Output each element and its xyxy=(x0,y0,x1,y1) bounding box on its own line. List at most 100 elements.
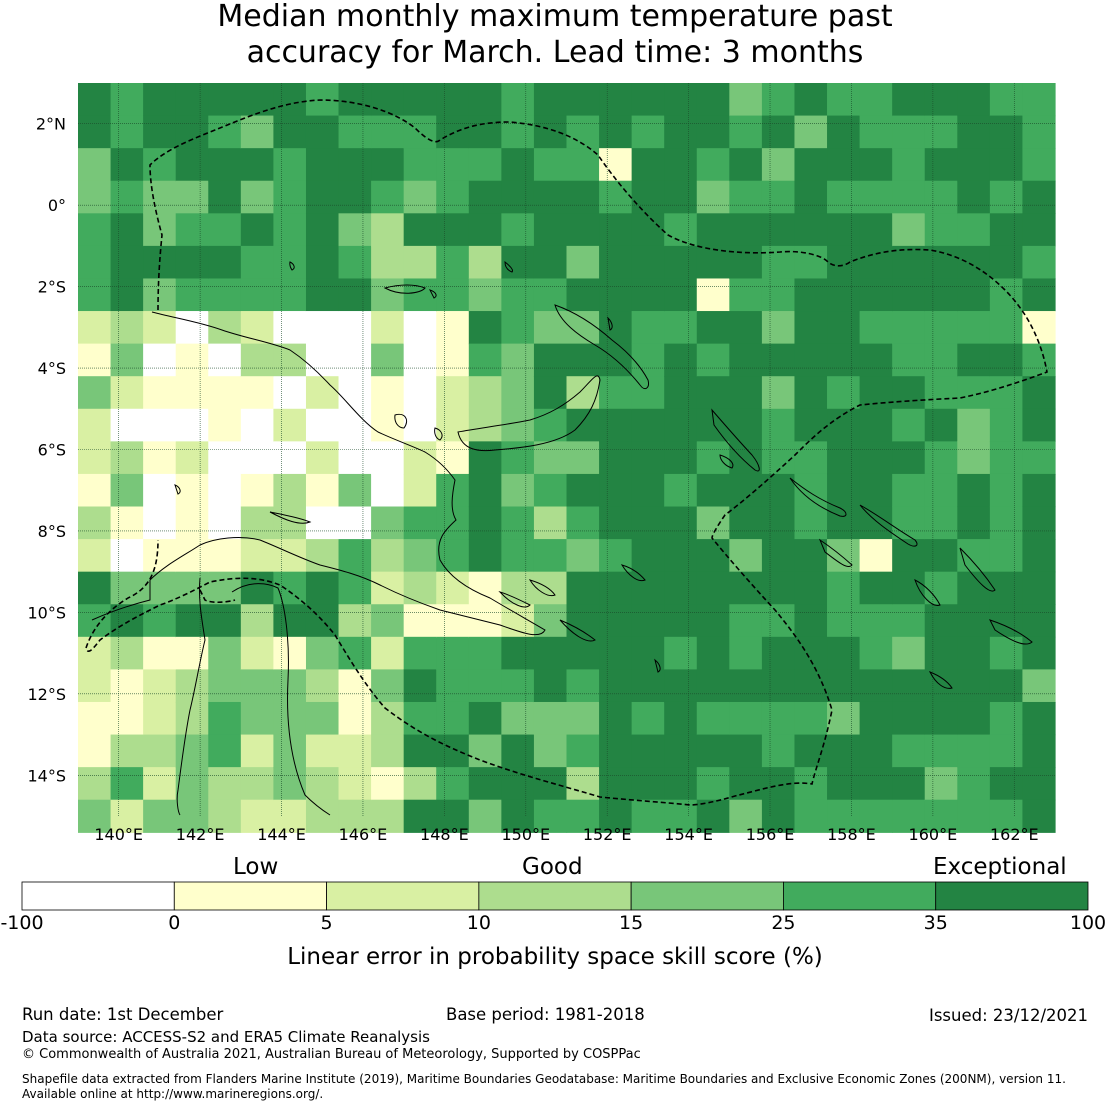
grid-cell xyxy=(892,799,926,833)
grid-cell xyxy=(305,473,340,508)
grid-cell xyxy=(827,213,861,247)
grid-cell xyxy=(143,343,177,377)
colorbar-segment xyxy=(478,881,632,911)
grid-cell xyxy=(696,180,730,214)
grid-cell xyxy=(599,245,633,280)
grid-cell xyxy=(78,799,112,833)
grid-cell xyxy=(631,767,665,801)
grid-cell xyxy=(859,539,893,573)
eez-boundary-aus xyxy=(199,589,236,604)
grid-cell xyxy=(599,636,633,670)
grid-cell xyxy=(696,148,730,182)
grid-cell xyxy=(240,604,274,638)
grid-cell xyxy=(794,245,828,280)
grid-cell xyxy=(696,636,730,670)
grid-cell xyxy=(957,343,991,377)
grid-cell xyxy=(892,343,926,377)
grid-cell xyxy=(892,571,926,605)
grid-cell xyxy=(729,245,763,280)
grid-cell xyxy=(631,571,665,605)
grid-cell xyxy=(924,376,958,410)
grid-cell xyxy=(208,408,242,442)
grid-cell xyxy=(957,669,991,703)
grid-cell xyxy=(827,767,861,801)
grid-cell xyxy=(78,213,112,247)
grid-cell xyxy=(566,604,600,638)
coastline-islets xyxy=(174,413,734,524)
grid-cell xyxy=(892,636,926,670)
grid-cell xyxy=(143,408,177,442)
grid-cell xyxy=(599,604,633,638)
coastline-new-ireland xyxy=(554,304,649,390)
grid-cell xyxy=(761,506,796,540)
grid-cell xyxy=(338,115,372,149)
grid-cell xyxy=(78,376,112,410)
grid-cell xyxy=(175,701,209,736)
grid-cell xyxy=(436,767,470,801)
grid-cell xyxy=(305,539,340,573)
grid-cell xyxy=(957,148,991,182)
grid-cell xyxy=(957,799,991,833)
grid-cell xyxy=(761,180,796,214)
grid-cell xyxy=(631,115,665,149)
colorbar-tick-label: 25 xyxy=(771,912,796,934)
grid-cell xyxy=(338,604,372,638)
grid-cell xyxy=(436,115,470,149)
grid-cell xyxy=(305,734,340,768)
grid-cell xyxy=(761,376,796,410)
grid-cell xyxy=(957,311,991,345)
grid-cell xyxy=(501,799,535,833)
grid-cell xyxy=(468,245,502,280)
grid-cell xyxy=(501,441,535,475)
grid-cell xyxy=(794,506,828,540)
grid-cell xyxy=(78,636,112,670)
grid-cell xyxy=(924,311,958,345)
grid-cell xyxy=(110,604,144,638)
grid-cell xyxy=(338,669,372,703)
grid-cell xyxy=(664,148,698,182)
grid-cell xyxy=(794,83,828,117)
grid-cell xyxy=(110,376,144,410)
grid-cell xyxy=(208,343,242,377)
grid-cell xyxy=(631,473,665,508)
grid-cell xyxy=(859,799,893,833)
grid-cell xyxy=(501,734,535,768)
grid-cell xyxy=(305,636,340,670)
grid-cell xyxy=(599,701,633,736)
grid-cell xyxy=(1022,311,1056,345)
grid-cell xyxy=(273,180,307,214)
grid-cell xyxy=(761,669,796,703)
grid-cell xyxy=(273,539,307,573)
grid-cell xyxy=(338,213,372,247)
grid-cell xyxy=(240,278,274,312)
grid-cell xyxy=(175,408,209,442)
lon-tick-label: 162°E xyxy=(990,825,1039,844)
grid-cell xyxy=(305,376,340,410)
grid-cell xyxy=(273,278,307,312)
grid-cell xyxy=(924,767,958,801)
grid-cell xyxy=(273,799,307,833)
grid-cell xyxy=(664,473,698,508)
grid-cell xyxy=(338,734,372,768)
grid-cell xyxy=(957,213,991,247)
grid-cell xyxy=(110,734,144,768)
grid-cell xyxy=(631,441,665,475)
grid-cell xyxy=(305,571,340,605)
grid-cell xyxy=(305,311,340,345)
grid-cell xyxy=(78,734,112,768)
grid-cell xyxy=(240,343,274,377)
colorbar xyxy=(21,881,1089,911)
colorbar-tick-label: 0 xyxy=(168,912,181,934)
grid-cell xyxy=(827,441,861,475)
grid-cell xyxy=(957,734,991,768)
grid-cell xyxy=(664,311,698,345)
grid-cell xyxy=(924,734,958,768)
eez-boundaries xyxy=(85,99,1048,806)
grid-cell xyxy=(305,441,340,475)
grid-cell xyxy=(729,734,763,768)
shapefile-credit-2: Available online at http://www.marinereg… xyxy=(22,1087,324,1101)
lon-tick-label: 152°E xyxy=(583,825,632,844)
grid-cell xyxy=(403,278,437,312)
grid-cell xyxy=(78,767,112,801)
grid-cell xyxy=(501,278,535,312)
